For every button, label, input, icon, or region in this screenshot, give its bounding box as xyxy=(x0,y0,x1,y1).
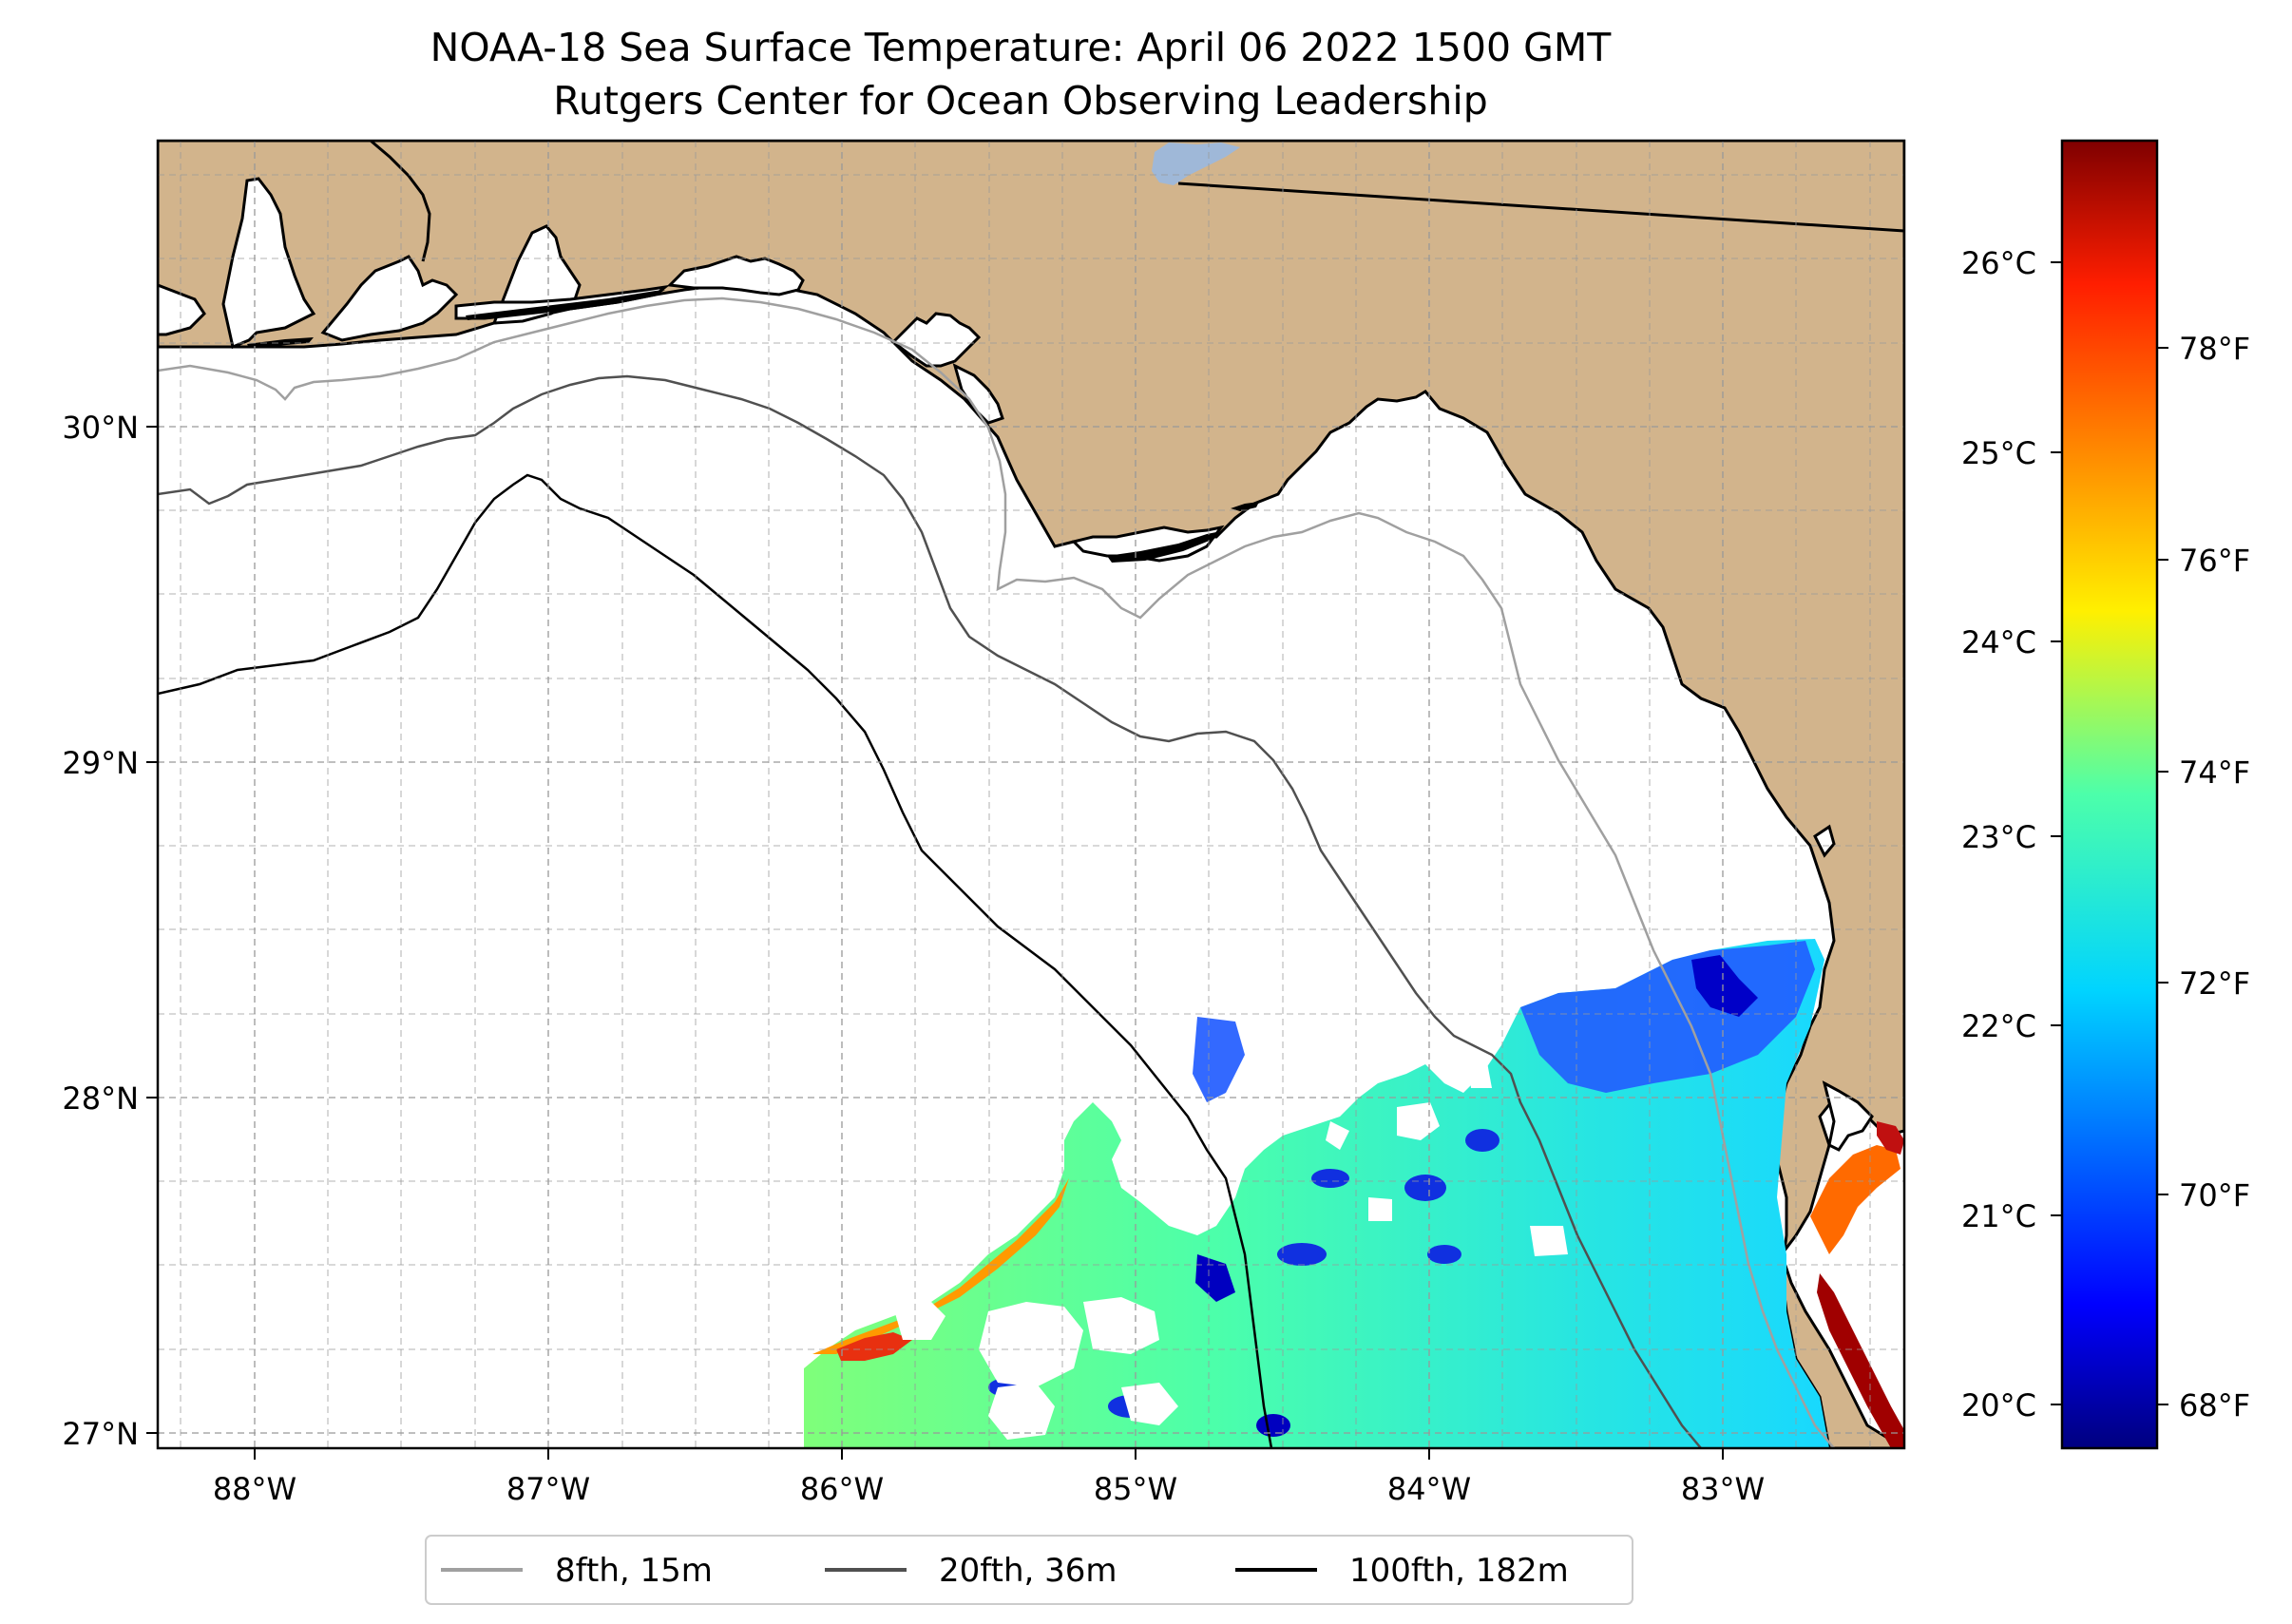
colorbar-fahrenheit-ticks xyxy=(2157,347,2168,1405)
cloud-hole-3 xyxy=(1083,1297,1159,1354)
cloud-hole-9 xyxy=(1326,1121,1349,1150)
sst-cool-spot-3 xyxy=(1311,1169,1349,1188)
sst-warm-coast xyxy=(1810,1145,1900,1254)
cbar-c-21: 21°C xyxy=(1961,1198,2036,1234)
sst-cool-spot-5 xyxy=(1427,1245,1461,1264)
lon-label-85w: 85°W xyxy=(1094,1471,1177,1507)
sst-cool-patch-mid xyxy=(1193,1017,1245,1102)
sst-cool-patch-ne xyxy=(1520,941,1815,1093)
legend-label-15m: 8fth, 15m xyxy=(555,1552,713,1590)
santa-rosa-island xyxy=(466,290,665,320)
lat-label-30n: 30°N xyxy=(62,410,139,446)
mobile-bay xyxy=(221,177,316,350)
lat-label-28n: 28°N xyxy=(62,1080,139,1117)
latitude-labels: 30°N 29°N 28°N 27°N xyxy=(62,410,139,1452)
longitude-labels: 88°W 87°W 86°W 85°W 84°W 83°W xyxy=(213,1471,1765,1507)
legend-label-36m: 20fth, 36m xyxy=(939,1552,1117,1590)
cloud-hole-8 xyxy=(1530,1226,1568,1256)
st-george-island xyxy=(1231,502,1259,511)
map-frame xyxy=(156,139,1906,1450)
colorbar-celsius-ticks xyxy=(2051,261,2062,1405)
cbar-c-20: 20°C xyxy=(1961,1387,2036,1423)
cbar-f-68: 68°F xyxy=(2179,1387,2250,1423)
cloud-hole-10 xyxy=(1468,1062,1492,1088)
lon-label-88w: 88°W xyxy=(213,1471,296,1507)
lon-label-84w: 84°W xyxy=(1387,1471,1471,1507)
sst-cool-patch-center xyxy=(1195,1254,1235,1302)
lat-label-29n: 29°N xyxy=(62,745,139,781)
perdido-key xyxy=(247,337,314,348)
isobath-36m xyxy=(158,374,1702,1448)
cloud-hole-7 xyxy=(1368,1197,1392,1221)
cloud-hole-2 xyxy=(988,1383,1055,1440)
isobath-182m xyxy=(158,473,1273,1448)
axis-ticks xyxy=(146,426,1724,1460)
cbar-f-76: 76°F xyxy=(2179,543,2250,579)
cbar-c-25: 25°C xyxy=(1961,435,2036,471)
cloud-hole-1 xyxy=(979,1302,1083,1387)
isobath-legend: 8fth, 15m 20fth, 36m 100fth, 182m xyxy=(425,1535,1633,1605)
cbar-c-22: 22°C xyxy=(1961,1008,2036,1044)
sst-hot-west xyxy=(836,1332,912,1361)
cbar-c-26: 26°C xyxy=(1961,245,2036,281)
colorbar-gradient xyxy=(2060,139,2159,1450)
title-line-2: Rutgers Center for Ocean Observing Leade… xyxy=(553,78,1488,124)
cbar-c-24: 24°C xyxy=(1961,624,2036,660)
cbar-c-23: 23°C xyxy=(1961,819,2036,855)
sst-cool-spot-2 xyxy=(1465,1129,1499,1152)
tampa-bay xyxy=(1822,1080,1874,1152)
pensacola-bay xyxy=(320,255,459,342)
isobath-15m xyxy=(158,296,1835,1448)
gridlines xyxy=(158,141,1904,1448)
cloud-hole-5 xyxy=(1121,1383,1178,1425)
cbar-f-78: 78°F xyxy=(2179,331,2250,367)
cbar-f-70: 70°F xyxy=(2179,1177,2250,1213)
cbar-f-74: 74°F xyxy=(2179,755,2250,791)
lat-label-27n: 27°N xyxy=(62,1416,139,1452)
lon-label-86w: 86°W xyxy=(800,1471,884,1507)
cloud-hole-4 xyxy=(893,1297,945,1340)
al-fl-boundary xyxy=(370,141,431,262)
title-line-1: NOAA-18 Sea Surface Temperature: April 0… xyxy=(430,25,1613,70)
legend-box xyxy=(425,1535,1633,1605)
cedar-key-inlet xyxy=(1813,824,1836,858)
cbar-f-72: 72°F xyxy=(2179,965,2250,1002)
state-boundary-line xyxy=(1177,182,1904,233)
sst-hot-coast xyxy=(1817,1273,1904,1448)
west-bay-edge xyxy=(158,283,206,336)
west-bay-panama xyxy=(666,255,805,296)
legend-label-182m: 100fth, 182m xyxy=(1349,1552,1569,1590)
sst-cool-spot-8 xyxy=(1256,1414,1290,1437)
lon-label-83w: 83°W xyxy=(1681,1471,1765,1507)
sst-cool-spot-4 xyxy=(1277,1243,1327,1266)
lon-label-87w: 87°W xyxy=(506,1471,590,1507)
sst-cool-spot-1 xyxy=(1404,1175,1446,1201)
sst-cool-patch-dark xyxy=(1691,955,1758,1017)
sst-data xyxy=(804,939,1904,1448)
map-panel xyxy=(158,141,1904,1448)
colorbar: 20°C 21°C 22°C 23°C 24°C 25°C 26°C 68°F … xyxy=(1961,139,2250,1450)
dog-island-strip xyxy=(1107,532,1216,563)
sst-hot-tampa xyxy=(1877,1121,1904,1155)
